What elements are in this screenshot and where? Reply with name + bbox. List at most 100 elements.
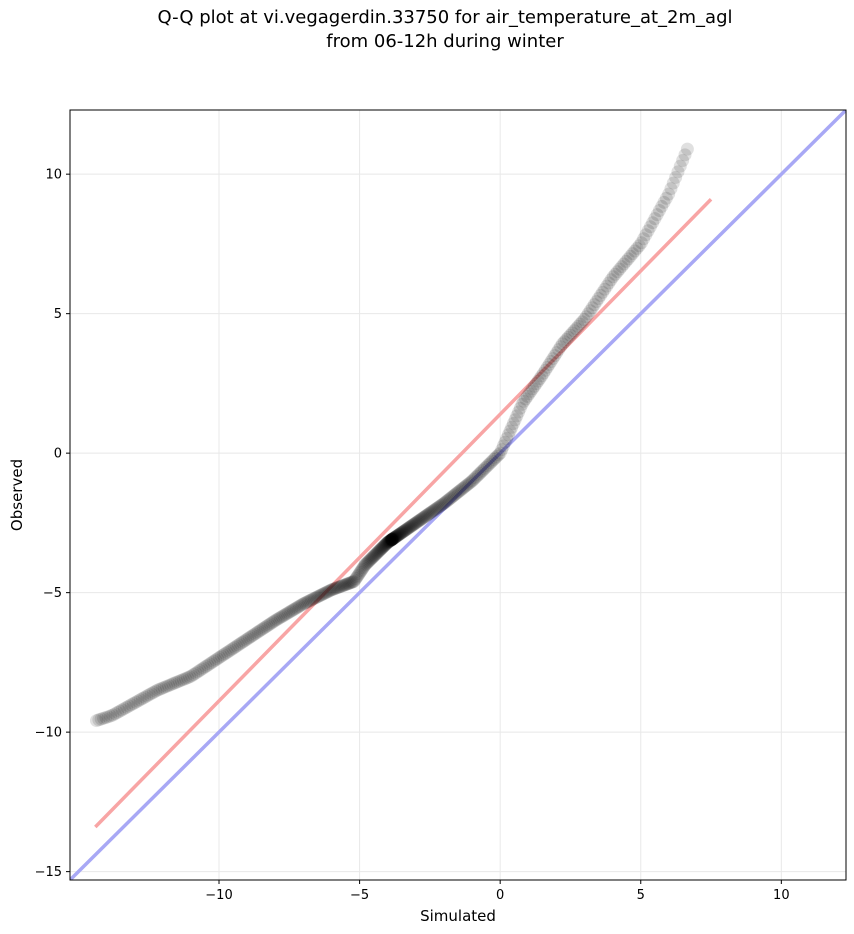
x-tick-label: 0 [496, 888, 504, 903]
quantile-point [151, 683, 165, 697]
quantile-point [176, 672, 190, 686]
grid-lines [70, 110, 846, 880]
quantile-point [379, 537, 393, 551]
quantile-point [239, 633, 253, 647]
quantile-point [332, 580, 346, 594]
quantile-point [172, 674, 186, 688]
quantile-point [461, 477, 475, 491]
quantile-point [207, 654, 221, 668]
quantile-point [581, 307, 595, 321]
quantile-point [634, 236, 648, 250]
quantile-point [193, 664, 207, 678]
quantile-point [369, 547, 383, 561]
chart-title-line2: from 06-12h during winter [326, 31, 564, 52]
quantile-point [673, 159, 687, 173]
quantile-point [343, 576, 357, 590]
quantile-point [212, 650, 226, 664]
quantile-point [443, 491, 457, 505]
quantile-point [498, 435, 512, 449]
quantile-point [135, 692, 149, 706]
x-axis-label: Simulated [420, 907, 496, 925]
quantile-point [464, 475, 478, 489]
quantile-point [479, 460, 493, 474]
quantile-point [604, 273, 618, 287]
quantile-point [420, 508, 434, 522]
quantile-point [615, 260, 629, 274]
quantile-point [571, 319, 585, 333]
quantile-point [356, 561, 370, 575]
quantile-point [492, 448, 506, 462]
quantile-point [300, 595, 314, 609]
quantile-point [398, 523, 412, 537]
quantile-point [395, 525, 409, 539]
quantile-point [183, 670, 197, 684]
quantile-point [540, 360, 554, 374]
quantile-point [659, 191, 673, 205]
quantile-point [386, 532, 400, 546]
quantile-point [242, 631, 256, 645]
quantile-point [286, 603, 300, 617]
quantile-points [89, 142, 694, 728]
quantile-point [628, 244, 642, 258]
quantile-point [417, 510, 431, 524]
quantile-point [250, 626, 264, 640]
quantile-point [400, 522, 414, 536]
quantile-point [253, 624, 267, 638]
quantile-point [606, 270, 620, 284]
quantile-point [548, 349, 562, 363]
quantile-point [258, 620, 272, 634]
quantile-point [484, 456, 498, 470]
quantile-point [579, 310, 593, 324]
quantile-point [367, 549, 381, 563]
quantile-point [407, 517, 421, 531]
quantile-point [390, 529, 404, 543]
quantile-point [361, 555, 375, 569]
quantile-point [386, 532, 400, 546]
quantile-point [377, 539, 391, 553]
quantile-point [451, 485, 465, 499]
quantile-point [384, 533, 398, 547]
quantile-point [496, 439, 510, 453]
quantile-point [329, 581, 343, 595]
quantile-point [195, 662, 209, 676]
quantile-point [280, 607, 294, 621]
quantile-point [410, 515, 424, 529]
quantile-point [364, 552, 378, 566]
quantile-point [120, 700, 134, 714]
quantile-point [89, 714, 103, 728]
quantile-point [413, 513, 427, 527]
quantile-point [379, 537, 393, 551]
quantile-point [535, 369, 549, 383]
quantile-point [522, 387, 536, 401]
quantile-point [174, 673, 188, 687]
quantile-point [441, 493, 455, 507]
quantile-point [435, 498, 449, 512]
quantile-point [383, 534, 397, 548]
quantile-point [357, 559, 371, 573]
quantile-point [211, 652, 225, 666]
quantile-point [260, 619, 274, 633]
quantile-point [428, 503, 442, 517]
quantile-point [129, 695, 143, 709]
quantile-point [348, 573, 362, 587]
quantile-point [366, 550, 380, 564]
quantile-point [222, 644, 236, 658]
quantile-point [246, 628, 260, 642]
quantile-point [153, 682, 167, 696]
quantile-point [655, 199, 669, 213]
quantile-point [404, 520, 418, 534]
quantile-point [341, 577, 355, 591]
quantile-point [387, 531, 401, 545]
quantile-point [383, 534, 397, 548]
quantile-point [602, 276, 616, 290]
quantile-point [334, 579, 348, 593]
quantile-point [336, 578, 350, 592]
quantile-point [375, 541, 389, 555]
quantile-point [384, 533, 398, 547]
quantile-point [406, 518, 420, 532]
x-tick-label: −5 [350, 888, 369, 903]
quantile-point [678, 148, 692, 162]
quantile-point [354, 564, 368, 578]
quantile-point [565, 326, 579, 340]
quantile-point [623, 249, 637, 263]
